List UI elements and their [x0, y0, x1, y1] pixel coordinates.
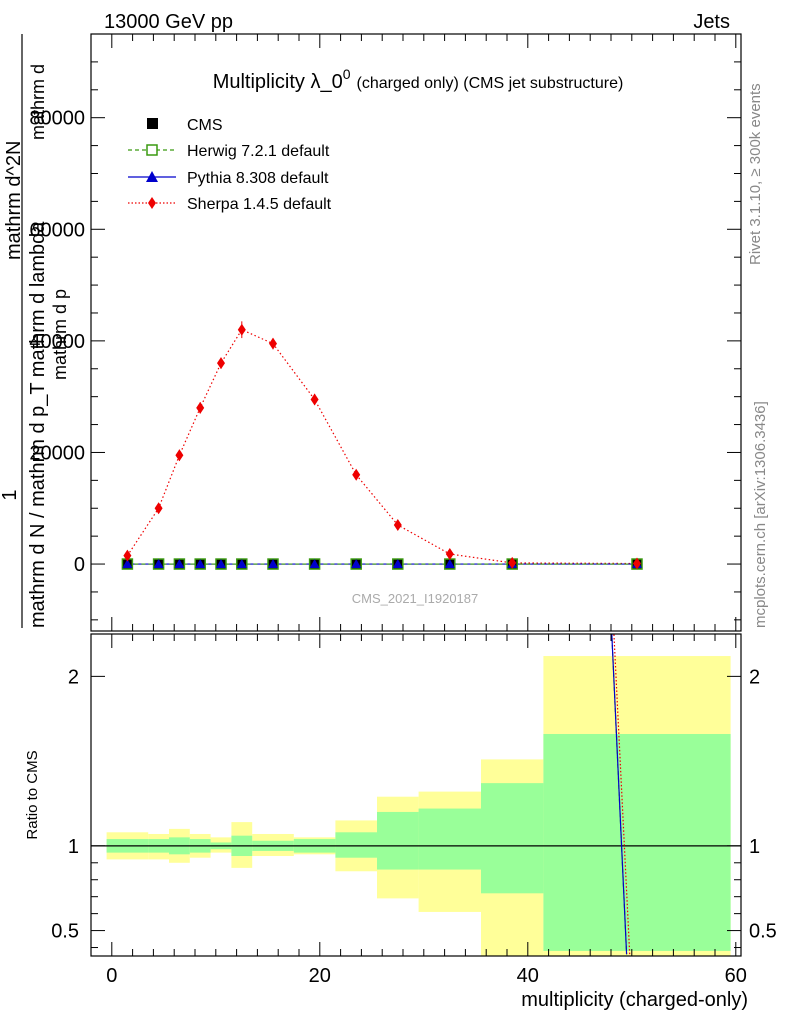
sherpa-point: [269, 337, 277, 350]
pythia-point: [392, 559, 403, 569]
ratio-y-axis: 0.5 0.5 1 1 2 2: [51, 666, 777, 949]
legend-herwig-marker: [146, 144, 158, 156]
ratio-band-inner: [481, 783, 544, 894]
ratio-y-tick-label-left: 1: [68, 836, 79, 858]
x-tick-label: 60: [725, 965, 747, 987]
legend-cms-label: CMS: [187, 117, 223, 134]
ratio-y-tick-label-right: 0.5: [749, 921, 777, 943]
plot-title: Multiplicity λ_00 (charged only) (CMS jet…: [213, 66, 624, 93]
pythia-point: [236, 559, 247, 569]
rivet-version-label: Rivet 3.1.10, ≥ 300k events: [747, 83, 764, 265]
legend-herwig-label: Herwig 7.2.1 default: [187, 143, 330, 160]
pythia-point: [268, 559, 278, 569]
main-y-axis-label: 1 mathrm d N / mathrm d p_T mathrm d lam…: [0, 34, 70, 628]
legend-sherpa-marker: [148, 197, 156, 209]
plot-title-suffix: (charged only) (CMS jet substructure): [357, 75, 624, 92]
ratio-y-tick-label-left: 2: [68, 666, 79, 688]
sherpa-point: [217, 357, 225, 370]
sherpa-ratio-line: [613, 634, 631, 955]
ratio-band-inner: [543, 733, 731, 951]
ylabel-numerator: mathrm d^2N: [3, 141, 25, 260]
main-y-axis: 0 20000 40000 60000 80000: [29, 34, 741, 631]
pythia-point: [122, 559, 133, 569]
ylabel-one: 1: [0, 489, 21, 500]
ylabel-denominator: mathrm d N / mathrm d p_T mathrm d lambd…: [27, 221, 49, 628]
pythia-point: [351, 559, 362, 569]
sherpa-line: [126, 328, 638, 565]
ylabel-frac-top: mathrm d: [28, 64, 48, 140]
main-panel-frame: [90, 33, 742, 632]
ratio-y-axis-label: Ratio to CMS: [24, 750, 41, 839]
sherpa-point: [352, 468, 361, 481]
legend: CMS Herwig 7.2.1 default Pythia 8.308 de…: [128, 117, 332, 213]
category-label: Jets: [693, 11, 730, 33]
main-y-tick-label: 80000: [29, 108, 85, 130]
ratio-panel-frame: [90, 633, 742, 957]
main-y-tick-label: 60000: [29, 219, 85, 241]
pythia-point: [444, 559, 455, 569]
legend-sherpa-label: Sherpa 1.4.5 default: [187, 196, 332, 213]
pythia-point: [153, 559, 164, 569]
energy-label: 13000 GeV pp: [104, 11, 233, 33]
legend-pythia-marker: [146, 171, 158, 182]
sherpa-point: [154, 502, 163, 515]
pythia-point: [216, 559, 226, 569]
ylabel-frac-bottom: mathrm d p: [50, 289, 70, 380]
sherpa-point: [196, 401, 205, 414]
ratio-band-inner: [377, 811, 419, 870]
pythia-point: [195, 559, 206, 569]
sherpa-point: [508, 556, 517, 569]
x-axis-label: multiplicity (charged-only): [521, 989, 748, 1011]
ratio-band-inner: [335, 832, 377, 858]
ratio-x-axis: 0 20 40 60: [106, 634, 747, 987]
analysis-watermark: CMS_2021_I1920187: [352, 591, 479, 606]
sherpa-point: [393, 518, 402, 531]
sherpa-point: [310, 393, 319, 406]
ratio-panel: 0.5 0.5 1 1 2 2 0 20 40 60 Ratio to CMS multipli…: [24, 633, 777, 1011]
pythia-point: [309, 559, 320, 569]
main-y-tick-label: 0: [74, 554, 85, 576]
ratio-band-inner: [418, 808, 481, 870]
main-y-tick-label: 40000: [29, 331, 85, 353]
sherpa-point: [175, 449, 184, 462]
plot-title-main: Multiplicity λ_0: [213, 71, 343, 93]
ratio-y-tick-label-left: 0.5: [51, 921, 79, 943]
pythia-ratio-line: [611, 634, 628, 955]
sherpa-point: [633, 557, 641, 570]
x-tick-label: 20: [309, 965, 331, 987]
plot-title-superscript: 0: [343, 66, 351, 82]
sherpa-point: [123, 549, 132, 562]
main-y-tick-label: 20000: [29, 442, 85, 464]
ratio-y-tick-label-right: 1: [749, 836, 760, 858]
legend-pythia-label: Pythia 8.308 default: [187, 170, 329, 187]
mcplots-label: mcplots.cern.ch [arXiv:1306.3436]: [752, 401, 769, 628]
legend-cms-marker: [147, 118, 158, 129]
ratio-y-tick-label-right: 2: [749, 666, 760, 688]
sherpa-point: [237, 323, 246, 336]
x-tick-label: 0: [106, 965, 117, 987]
sherpa-point: [445, 548, 454, 561]
pythia-point: [174, 559, 185, 569]
x-tick-label: 40: [517, 965, 539, 987]
